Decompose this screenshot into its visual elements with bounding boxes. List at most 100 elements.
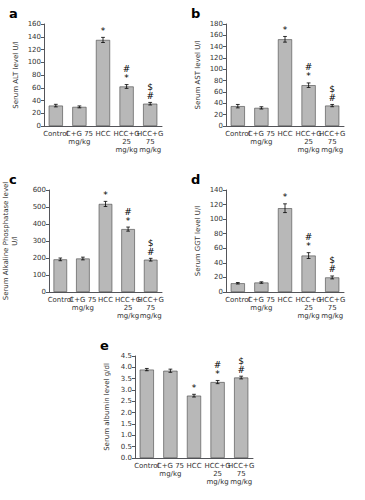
svg-text:0.0: 0.0 [121,454,132,462]
svg-text:c: c [9,172,17,187]
svg-text:25: 25 [304,138,313,146]
svg-text:4.5: 4.5 [121,352,132,360]
svg-text:500: 500 [33,203,46,211]
svg-text:75: 75 [328,138,337,146]
svg-text:mg/kg: mg/kg [68,138,90,146]
svg-text:mg/kg: mg/kg [72,304,94,312]
svg-text:HCC+G: HCC+G [295,296,321,304]
svg-text:e: e [100,338,109,353]
svg-text:HCC: HCC [186,462,201,470]
svg-text:mg/kg: mg/kg [321,146,343,154]
svg-text:140: 140 [210,186,223,194]
svg-text:*: * [283,192,288,202]
svg-text:mg/kg: mg/kg [207,478,229,486]
svg-text:HCC+G: HCC+G [319,296,345,304]
svg-text:20: 20 [214,273,223,281]
svg-text:Serum GGT level U/l: Serum GGT level U/l [194,206,202,277]
svg-text:*: * [306,71,311,81]
svg-text:100: 100 [28,58,41,66]
svg-text:75: 75 [146,138,155,146]
svg-text:Control: Control [134,462,159,470]
svg-text:75: 75 [237,470,246,478]
svg-text:Control: Control [225,130,250,138]
svg-text:120: 120 [210,54,223,62]
svg-text:400: 400 [33,220,46,228]
svg-text:160: 160 [28,20,41,28]
svg-text:25: 25 [213,470,222,478]
svg-text:HCC+G: HCC+G [113,130,139,138]
svg-text:*: * [306,241,311,251]
svg-text:mg/kg: mg/kg [159,470,181,478]
svg-text:75: 75 [146,304,155,312]
svg-text:mg/kg: mg/kg [298,312,320,320]
svg-text:3.5: 3.5 [121,375,132,383]
svg-text:200: 200 [33,254,46,262]
svg-text:120: 120 [210,201,223,209]
svg-text:U/l: U/l [11,236,19,245]
svg-text:mg/kg: mg/kg [250,304,272,312]
svg-text:C+G 75: C+G 75 [66,130,93,138]
svg-text:Serum Alkaline Phosphatase lev: Serum Alkaline Phosphatase level [2,182,10,301]
svg-text:Control: Control [43,130,68,138]
svg-text:40: 40 [214,99,223,107]
svg-text:#: # [237,365,245,375]
svg-text:HCC+G: HCC+G [295,130,321,138]
svg-text:0: 0 [219,288,223,296]
svg-text:2.5: 2.5 [121,397,132,405]
svg-text:mg/kg: mg/kg [250,138,272,146]
svg-text:*: * [192,383,197,393]
svg-text:140: 140 [28,33,41,41]
svg-text:*: * [103,190,108,200]
svg-text:C+G 75: C+G 75 [69,296,96,304]
svg-text:40: 40 [32,97,41,105]
svg-text:HCC+G: HCC+G [137,130,163,138]
svg-text:*: * [126,216,131,226]
svg-text:HCC+G: HCC+G [138,296,164,304]
svg-text:80: 80 [214,230,223,238]
svg-text:mg/kg: mg/kg [298,146,320,154]
svg-text:20: 20 [32,109,41,117]
svg-text:0.5: 0.5 [121,443,132,451]
svg-text:25: 25 [122,138,131,146]
svg-text:4.0: 4.0 [121,363,132,371]
svg-text:Serum AST level U/l: Serum AST level U/l [194,40,202,109]
svg-text:Control: Control [225,296,250,304]
svg-text:#: # [328,93,336,103]
svg-text:HCC: HCC [98,296,113,304]
svg-text:Serum ALT level U/l: Serum ALT level U/l [12,41,20,109]
svg-text:1.0: 1.0 [121,431,132,439]
svg-text:160: 160 [210,31,223,39]
svg-text:100: 100 [210,65,223,73]
svg-text:25: 25 [304,304,313,312]
svg-text:mg/kg: mg/kg [116,146,138,154]
svg-text:HCC: HCC [277,296,292,304]
svg-text:HCC+G: HCC+G [228,462,254,470]
svg-text:mg/kg: mg/kg [140,312,162,320]
svg-text:*: * [283,25,288,35]
svg-text:80: 80 [214,77,223,85]
svg-text:40: 40 [214,259,223,267]
svg-text:3.0: 3.0 [121,386,132,394]
svg-text:120: 120 [28,46,41,54]
svg-text:HCC: HCC [277,130,292,138]
svg-text:100: 100 [33,271,46,279]
svg-text:1.5: 1.5 [121,420,132,428]
svg-text:d: d [191,172,200,187]
svg-text:mg/kg: mg/kg [230,478,252,486]
svg-text:*: * [215,369,220,379]
svg-text:0: 0 [42,288,46,296]
svg-text:60: 60 [214,88,223,96]
svg-text:b: b [191,6,200,21]
svg-text:Serum albumin level g/dl: Serum albumin level g/dl [103,363,111,451]
svg-text:60: 60 [32,84,41,92]
svg-text:*: * [101,26,106,36]
svg-text:600: 600 [33,186,46,194]
svg-text:20: 20 [214,111,223,119]
svg-text:#: # [328,264,336,274]
svg-text:mg/kg: mg/kg [139,146,161,154]
svg-text:80: 80 [32,71,41,79]
svg-text:C+G 75: C+G 75 [248,296,275,304]
svg-text:a: a [9,6,18,21]
svg-text:C+G 75: C+G 75 [157,462,184,470]
svg-text:0: 0 [37,122,41,130]
